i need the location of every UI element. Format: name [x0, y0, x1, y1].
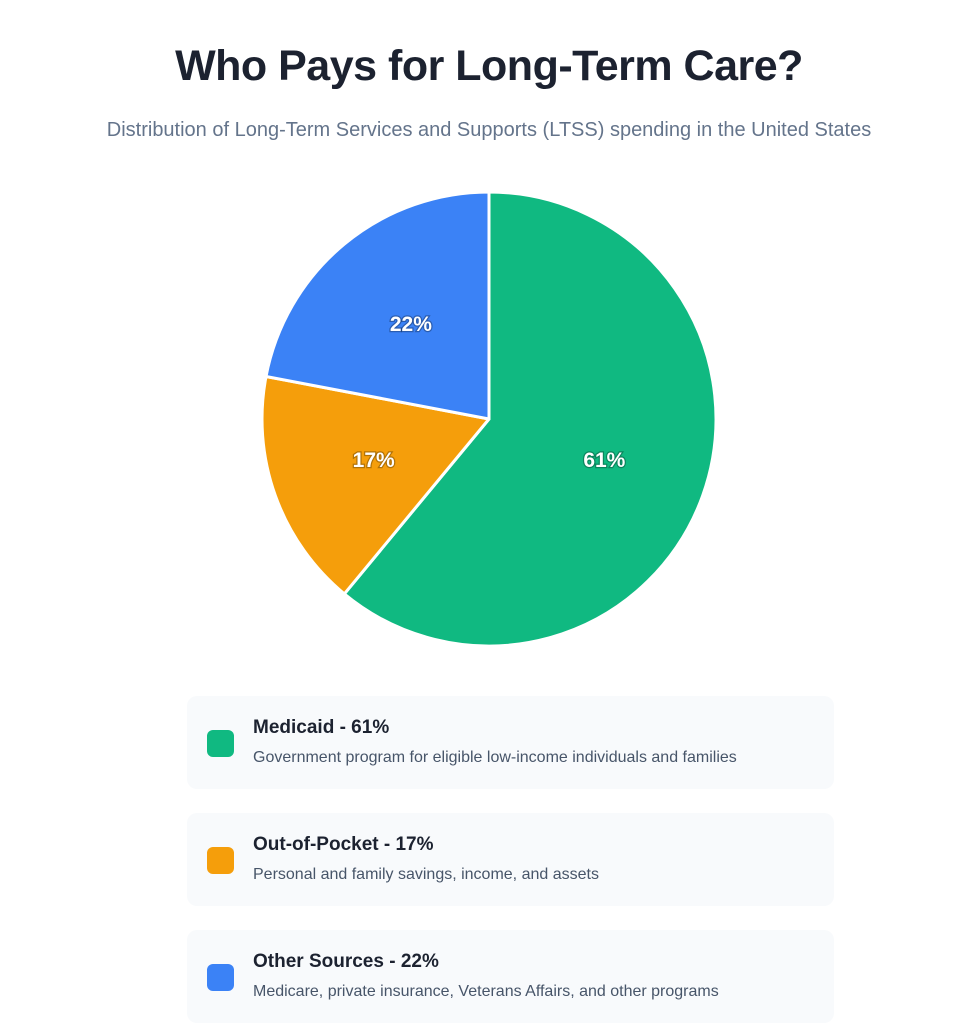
chart-subtitle: Distribution of Long-Term Services and S… [106, 119, 872, 141]
slice-label-medicaid: 61% [583, 449, 625, 472]
legend-description-out-of-pocket: Personal and family savings, income, and… [253, 866, 599, 883]
legend-description-other-sources: Medicare, private insurance, Veterans Af… [253, 983, 719, 1000]
legend-description-medicaid: Government program for eligible low-inco… [253, 749, 737, 766]
legend-item-other-sources: Other Sources - 22% Medicare, private in… [187, 930, 834, 1023]
slice-label-out-of-pocket: 17% [353, 449, 395, 472]
pie-slice-medicaid [342, 190, 718, 648]
pie-slice-other-sources [264, 190, 491, 421]
pie-slice-out-of-pocket [260, 374, 491, 596]
legend-label-other-sources: Other Sources - 22% [253, 951, 439, 972]
legend-label-medicaid: Medicaid - 61% [253, 717, 390, 738]
legend: Medicaid - 61% Government program for el… [187, 696, 834, 1023]
legend-swatch-medicaid [207, 730, 234, 757]
legend-swatch-out-of-pocket [207, 847, 234, 874]
slice-label-other-sources: 22% [390, 313, 432, 336]
legend-swatch-other-sources [207, 964, 234, 991]
legend-item-out-of-pocket: Out-of-Pocket - 17% Personal and family … [187, 813, 834, 906]
legend-item-medicaid: Medicaid - 61% Government program for el… [187, 696, 834, 789]
chart-title: Who Pays for Long-Term Care? [175, 42, 803, 90]
legend-label-out-of-pocket: Out-of-Pocket - 17% [253, 834, 434, 855]
pie-chart: 61% 17% 22% [260, 190, 718, 648]
